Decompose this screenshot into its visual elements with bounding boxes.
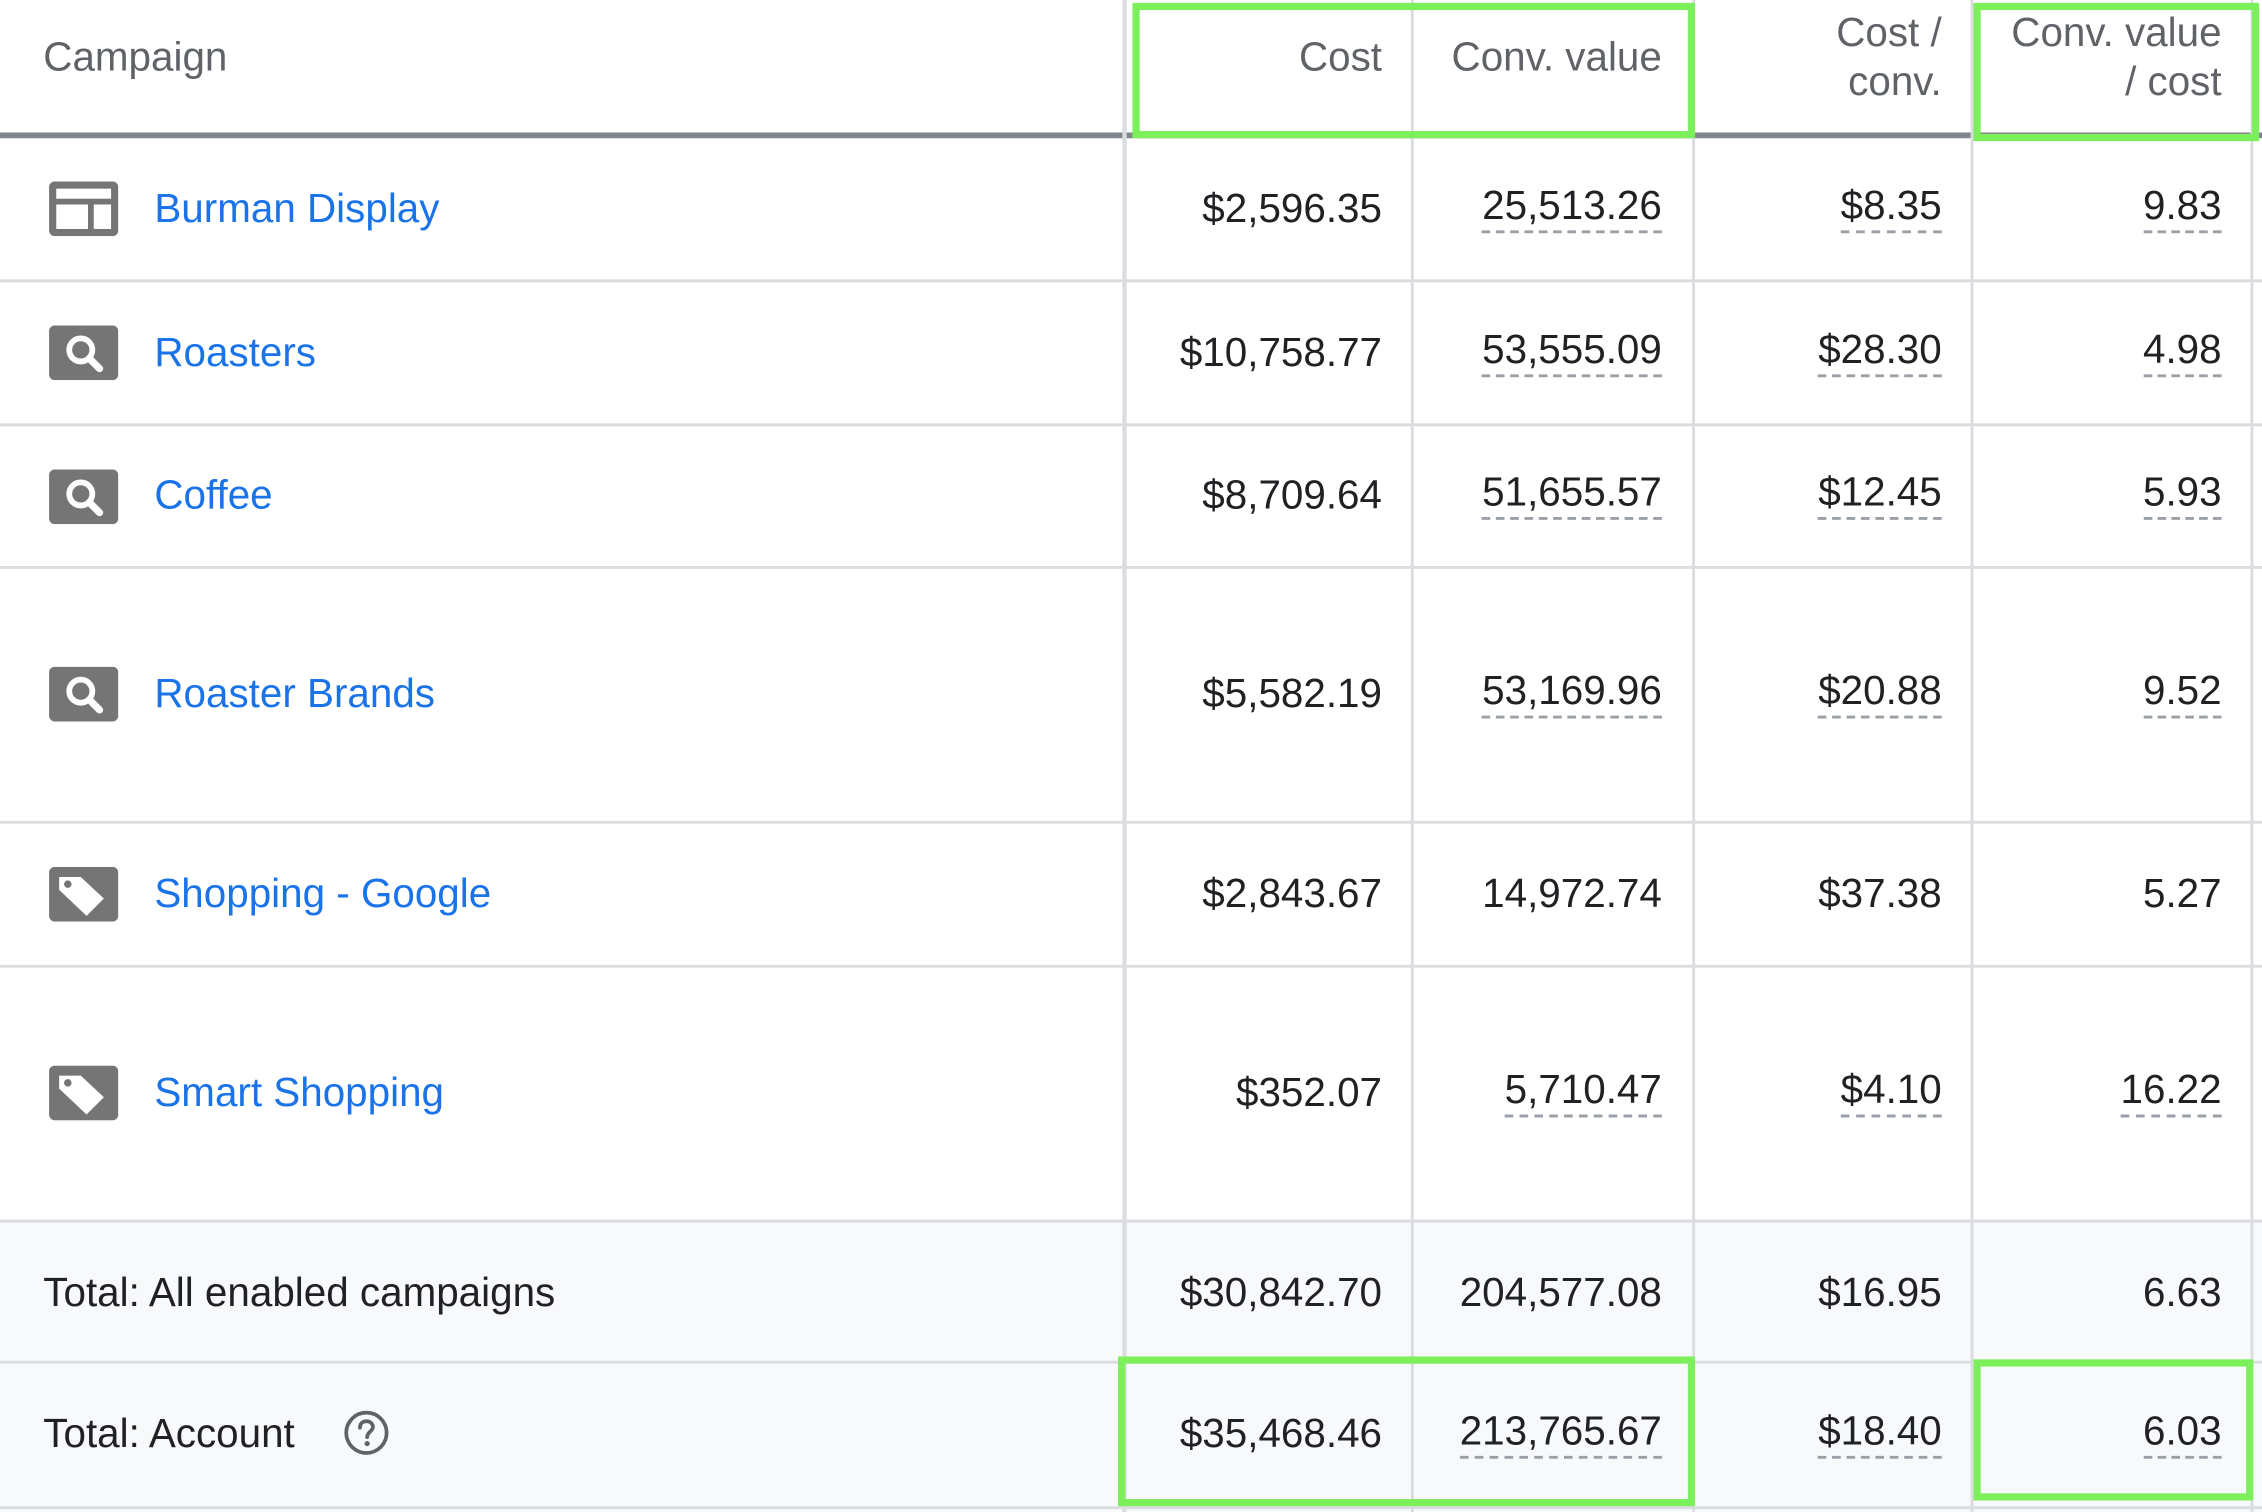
- campaign-link[interactable]: Coffee: [154, 472, 273, 517]
- cost-cell: $10,758.77: [1179, 329, 1383, 375]
- header-divider: [0, 132, 2262, 139]
- row-divider: [0, 820, 2262, 824]
- conv-value-cell[interactable]: 53,555.09: [1414, 326, 1662, 378]
- value-per-cost-cell[interactable]: 16.22: [1973, 1067, 2222, 1118]
- total-conv-value-cell: 204,577.08: [1459, 1270, 1662, 1315]
- total-account-label: Total: Account: [43, 1411, 295, 1456]
- column-divider: [1970, 0, 1974, 1512]
- cost-per-conv-cell: $37.38: [1818, 871, 1942, 916]
- cost-cell: $2,596.35: [1202, 185, 1383, 231]
- total-cost-per-conv-cell: $16.95: [1818, 1270, 1942, 1315]
- header-value-per-cost-line1: Conv. value: [2011, 10, 2222, 55]
- value-per-cost-cell: 5.27: [2142, 871, 2222, 916]
- account-conv-value-cell[interactable]: 213,765.67: [1414, 1408, 1662, 1459]
- cost-cell: $352.07: [1235, 1069, 1383, 1115]
- row-divider: [0, 1219, 2262, 1223]
- header-cost[interactable]: Cost: [1298, 34, 1383, 80]
- column-divider: [1410, 0, 1414, 1512]
- cost-cell: $2,843.67: [1202, 871, 1383, 916]
- total-row-bg: [0, 1222, 2262, 1364]
- cost-per-conv-cell[interactable]: $28.30: [1695, 326, 1942, 378]
- total-value-per-cost-cell: 6.63: [2142, 1270, 2222, 1315]
- cost-per-conv-cell[interactable]: $4.10: [1695, 1067, 1942, 1118]
- conv-value-cell[interactable]: 5,710.47: [1414, 1067, 1662, 1118]
- column-divider: [1692, 0, 1696, 1512]
- search-campaign-icon: [49, 469, 119, 525]
- cost-per-conv-cell[interactable]: $20.88: [1695, 668, 1942, 719]
- cost-per-conv-cell[interactable]: $12.45: [1695, 469, 1942, 520]
- row-divider: [0, 964, 2262, 968]
- value-per-cost-cell[interactable]: 9.52: [1973, 668, 2222, 719]
- value-per-cost-cell[interactable]: 4.98: [1973, 326, 2222, 378]
- value-per-cost-cell[interactable]: 5.93: [1973, 469, 2222, 520]
- header-value-per-cost-line2: / cost: [2125, 59, 2222, 104]
- account-cost-per-conv-cell[interactable]: $18.40: [1695, 1408, 1942, 1459]
- account-value-per-cost-cell[interactable]: 6.03: [1973, 1408, 2222, 1459]
- search-campaign-icon: [49, 666, 119, 722]
- account-cost-cell: $35,468.46: [1179, 1411, 1383, 1456]
- total-row-bg: [0, 1363, 2262, 1512]
- total-enabled-label: Total: All enabled campaigns: [43, 1270, 556, 1315]
- campaign-link[interactable]: Shopping - Google: [154, 871, 492, 916]
- value-per-cost-cell[interactable]: 9.83: [1973, 182, 2222, 234]
- cost-cell: $8,709.64: [1202, 472, 1383, 517]
- display-campaign-icon: [49, 181, 119, 237]
- shopping-tag-icon: [49, 866, 119, 922]
- help-circle-icon[interactable]: [343, 1410, 389, 1456]
- column-divider: [1122, 0, 1127, 1512]
- column-divider: [2250, 0, 2254, 1512]
- search-campaign-icon: [49, 325, 119, 381]
- row-divider: [0, 279, 2262, 283]
- shopping-tag-icon: [49, 1065, 119, 1121]
- header-conv-value-per-cost[interactable]: Conv. value / cost: [1973, 9, 2221, 107]
- row-divider: [0, 565, 2262, 569]
- row-divider: [0, 1506, 2262, 1510]
- conv-value-cell[interactable]: 51,655.57: [1414, 469, 1662, 520]
- conv-value-cell[interactable]: 53,169.96: [1414, 668, 1662, 719]
- cost-cell: $5,582.19: [1202, 671, 1383, 716]
- header-cost-per-conv[interactable]: Cost / conv.: [1695, 9, 1942, 107]
- conv-value-cell[interactable]: 25,513.26: [1414, 182, 1662, 234]
- header-cost-per-conv-line2: conv.: [1848, 59, 1942, 104]
- campaign-link[interactable]: Roaster Brands: [154, 671, 436, 716]
- header-campaign[interactable]: Campaign: [43, 34, 228, 80]
- campaign-link[interactable]: Burman Display: [154, 185, 440, 231]
- campaign-link[interactable]: Roasters: [154, 329, 316, 375]
- header-cost-per-conv-line1: Cost /: [1836, 10, 1942, 55]
- conv-value-cell: 14,972.74: [1482, 871, 1662, 916]
- row-divider: [0, 423, 2262, 427]
- total-cost-cell: $30,842.70: [1179, 1270, 1383, 1315]
- campaign-link[interactable]: Smart Shopping: [154, 1069, 445, 1115]
- header-conv-value[interactable]: Conv. value: [1451, 34, 1662, 80]
- cost-per-conv-cell[interactable]: $8.35: [1695, 182, 1942, 234]
- row-divider: [0, 1360, 2262, 1364]
